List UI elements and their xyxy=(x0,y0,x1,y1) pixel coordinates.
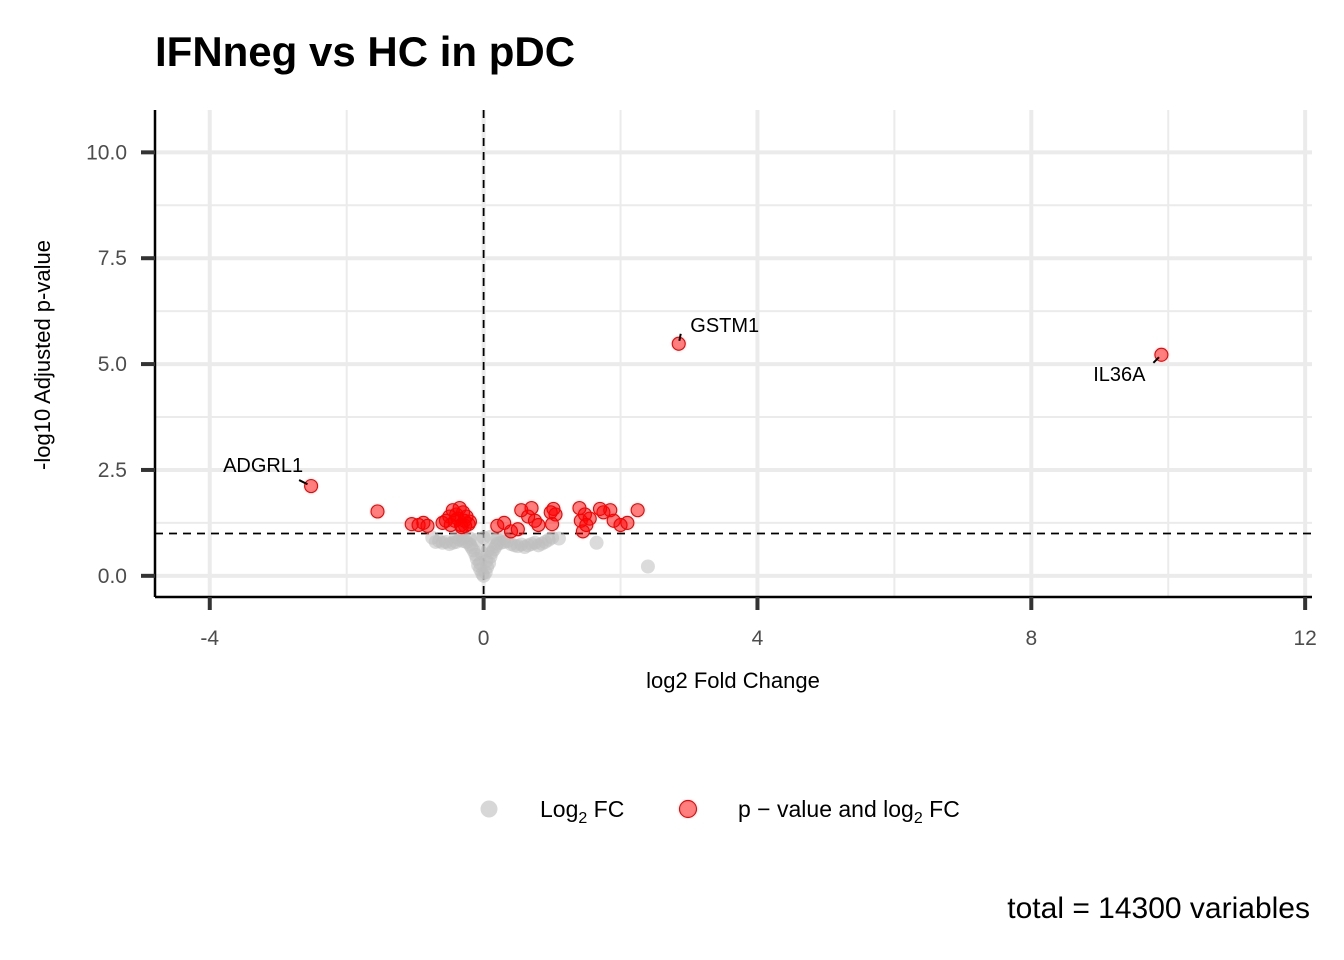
data-point-significant xyxy=(510,522,525,537)
x-tick-label: 8 xyxy=(1025,627,1037,650)
significant-points xyxy=(303,336,1169,539)
tick-labels: -4 0 4 8 12 0.0 2.5 5.0 7.5 10.0 xyxy=(86,141,1317,650)
legend: Log2 FC p − value and log2 FC xyxy=(480,796,960,827)
legend-marker-log2fc xyxy=(480,800,498,818)
y-axis-label: -log10 Adjusted p-value xyxy=(30,240,55,470)
data-point-significant xyxy=(620,515,635,530)
chart-title: IFNneg vs HC in pDC xyxy=(155,28,575,75)
gene-label-connector xyxy=(298,479,308,486)
y-tick-label: 2.5 xyxy=(98,459,127,482)
data-point-log2fc xyxy=(551,531,566,546)
y-tick-label: 5.0 xyxy=(98,353,127,376)
x-tick-label: 4 xyxy=(752,627,764,650)
nonsignificant-points xyxy=(425,529,655,583)
data-point-significant xyxy=(370,504,385,519)
x-axis-label: log2 Fold Change xyxy=(646,668,820,693)
x-tick-label: -4 xyxy=(200,627,219,650)
legend-marker-pvalue-log2fc xyxy=(678,799,698,819)
gene-label-connector xyxy=(1152,356,1160,364)
gene-labels: ADGRL1 GSTM1 IL36A xyxy=(223,315,1160,486)
data-point-significant xyxy=(671,336,686,351)
y-tick-label: 0.0 xyxy=(98,565,127,588)
data-point-log2fc xyxy=(480,543,495,558)
data-point-significant xyxy=(524,500,539,516)
caption: total = 14300 variables xyxy=(1007,892,1310,925)
data-point-log2fc xyxy=(640,559,655,574)
gene-label: GSTM1 xyxy=(690,315,759,337)
data-point-significant xyxy=(582,511,597,526)
data-point-log2fc xyxy=(589,535,604,550)
data-point-significant xyxy=(548,507,563,522)
axes xyxy=(141,110,1312,610)
data-point-significant xyxy=(303,478,319,494)
data-point-significant xyxy=(458,518,473,533)
gene-label-connector xyxy=(678,333,682,341)
gene-label: ADGRL1 xyxy=(223,455,303,477)
x-tick-label: 12 xyxy=(1293,627,1316,650)
data-point-significant xyxy=(420,518,435,533)
y-tick-label: 10.0 xyxy=(86,141,127,164)
grid xyxy=(155,110,1312,597)
x-tick-label: 0 xyxy=(478,627,490,650)
data-point-log2fc xyxy=(425,530,440,545)
data-point-significant xyxy=(531,517,546,533)
y-tick-label: 7.5 xyxy=(98,247,127,270)
data-point-significant xyxy=(630,503,645,518)
cutoff-lines xyxy=(155,110,1312,597)
gene-label: IL36A xyxy=(1093,364,1146,386)
legend-label-log2fc: Log2 FC xyxy=(540,796,624,827)
legend-label-pvalue-log2fc: p − value and log2 FC xyxy=(738,796,960,827)
